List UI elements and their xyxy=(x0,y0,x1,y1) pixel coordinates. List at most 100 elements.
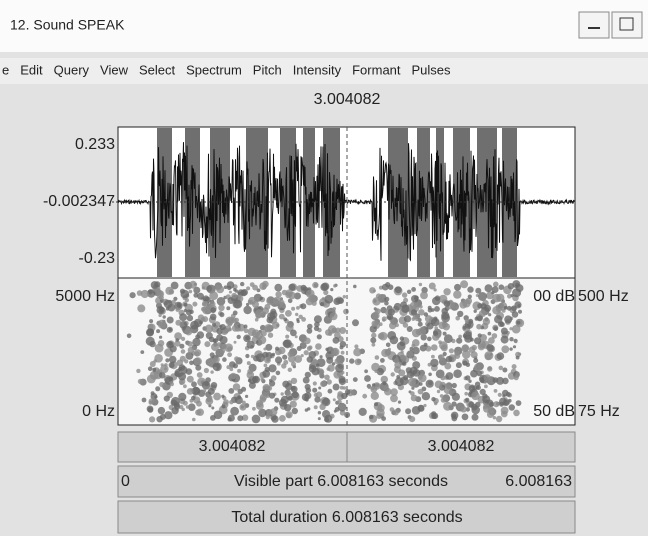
spectrogram-cell xyxy=(270,309,276,315)
spectrogram-cell xyxy=(210,314,217,321)
spectrogram-cell xyxy=(155,386,160,391)
maximize-button[interactable] xyxy=(612,12,642,38)
spectrogram-cell xyxy=(291,386,298,393)
spectrogram-cell xyxy=(472,345,477,350)
spectrogram-cell xyxy=(502,378,509,385)
spectrogram-cell xyxy=(147,375,156,384)
spectrogram-cell xyxy=(411,287,416,292)
spectrogram-cell xyxy=(264,364,268,368)
spectrogram-cell xyxy=(229,367,233,371)
spectrogram-cell xyxy=(130,292,136,298)
menu-item[interactable]: e xyxy=(2,62,9,77)
spectrogram-cell xyxy=(340,386,344,390)
spectrogram-cell xyxy=(404,315,411,322)
menu-item[interactable]: View xyxy=(100,62,129,77)
spectrogram-cell xyxy=(441,344,448,351)
spectrogram-cell xyxy=(460,280,468,288)
spectrogram-cell xyxy=(464,392,468,396)
spectrogram-cell xyxy=(245,395,248,398)
spectrogram-cell xyxy=(315,343,322,350)
spectrogram-cell xyxy=(175,338,179,342)
spectrogram-cell xyxy=(230,373,237,380)
spectrogram-cell xyxy=(252,301,259,308)
spectrogram-cell xyxy=(187,341,193,347)
spectrogram-cell xyxy=(488,337,495,344)
spectrogram-cell xyxy=(343,295,346,298)
spectrogram-cell xyxy=(212,323,216,327)
spectrogram-cell xyxy=(484,385,488,389)
minimize-button[interactable] xyxy=(579,12,609,38)
spectrogram-cell xyxy=(251,355,254,358)
spectrogram-cell xyxy=(237,369,241,373)
spectrogram-cell xyxy=(452,401,457,406)
spectrogram-cell xyxy=(264,357,271,364)
spectrogram-cell xyxy=(226,306,230,310)
spectrogram-cell xyxy=(291,378,297,384)
spectrogram-cell xyxy=(444,363,451,370)
spectrogram-cell xyxy=(508,399,512,403)
pitch-max: 500 Hz xyxy=(578,288,629,305)
spectrogram-cell xyxy=(388,284,394,290)
right-time: 3.004082 xyxy=(428,438,495,455)
spectrogram-cell xyxy=(451,416,457,422)
spectrogram-cell xyxy=(256,353,265,362)
spectrogram-cell xyxy=(368,386,371,389)
spectrogram-cell xyxy=(469,385,476,392)
spectrogram-cell xyxy=(141,290,149,298)
spectrogram-cell xyxy=(308,294,316,302)
spectrogram-cell xyxy=(187,388,194,395)
spectrogram-cell xyxy=(269,393,275,399)
spectrogram-cell xyxy=(159,382,164,387)
spectrogram-cell xyxy=(142,398,147,403)
spectrogram-cell xyxy=(152,368,156,372)
menu-item[interactable]: Pitch xyxy=(253,62,282,77)
spectrogram-cell xyxy=(518,353,521,356)
spectrogram-cell xyxy=(486,344,494,352)
menu-item[interactable]: Intensity xyxy=(293,62,342,77)
spectrogram-cell xyxy=(427,337,432,342)
spectrogram-cell xyxy=(252,415,261,424)
menu-item[interactable]: Spectrum xyxy=(186,62,242,77)
spectrogram-cell xyxy=(158,407,165,414)
spectrogram-cell xyxy=(500,322,505,327)
spectrogram-cell xyxy=(499,398,507,406)
spectrogram-cell xyxy=(420,292,428,300)
spectrogram-cell xyxy=(222,404,226,408)
spectrogram-cell xyxy=(492,286,499,293)
spectrogram-cell xyxy=(384,301,389,306)
spectrogram-cell xyxy=(247,369,253,375)
spectrogram-cell xyxy=(335,358,341,364)
cursor-time: 3.004082 xyxy=(314,91,381,108)
spectrogram-cell xyxy=(493,326,498,331)
spectrogram-cell xyxy=(390,388,398,396)
spectrogram-cell xyxy=(174,402,180,408)
spectrogram-cell xyxy=(268,364,276,372)
menu-item[interactable]: Edit xyxy=(20,62,43,77)
spectrogram-cell xyxy=(146,337,155,346)
menu-item[interactable]: Query xyxy=(54,62,90,77)
spectrogram-cell xyxy=(377,404,385,412)
spectrogram-cell xyxy=(314,397,320,403)
spectrogram-cell xyxy=(238,389,243,394)
spectrogram-cell xyxy=(476,324,482,330)
spectrogram-cell xyxy=(163,315,166,318)
spectrogram-cell xyxy=(238,292,241,295)
spectrogram-cell xyxy=(455,306,458,309)
spectrogram-cell xyxy=(169,377,174,382)
spectrogram-cell xyxy=(443,352,447,356)
spectrogram-cell xyxy=(379,322,383,326)
menu-item[interactable]: Formant xyxy=(352,62,401,77)
spectrogram-cell xyxy=(221,344,227,350)
spectrogram-cell xyxy=(146,328,153,335)
spectrogram-cell xyxy=(227,417,231,421)
spectrogram-cell xyxy=(247,361,251,365)
waveform-max: 0.233 xyxy=(75,136,115,153)
menu-item[interactable]: Pulses xyxy=(412,62,452,77)
menu-item[interactable]: Select xyxy=(139,62,176,77)
spectrogram-cell xyxy=(429,283,436,290)
spectrogram-cell xyxy=(353,377,358,382)
spectrogram-cell xyxy=(195,365,201,371)
spectrogram-cell xyxy=(320,355,323,358)
spectrogram-cell xyxy=(177,303,182,308)
spectrogram-cell xyxy=(393,409,399,415)
